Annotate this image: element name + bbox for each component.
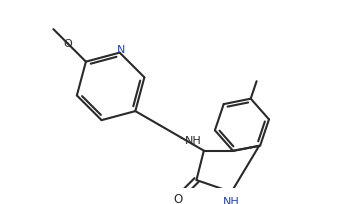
Text: N: N [117,45,125,55]
Text: NH: NH [185,135,202,145]
Text: NH: NH [223,196,240,204]
Text: O: O [63,39,72,49]
Text: O: O [174,192,183,204]
